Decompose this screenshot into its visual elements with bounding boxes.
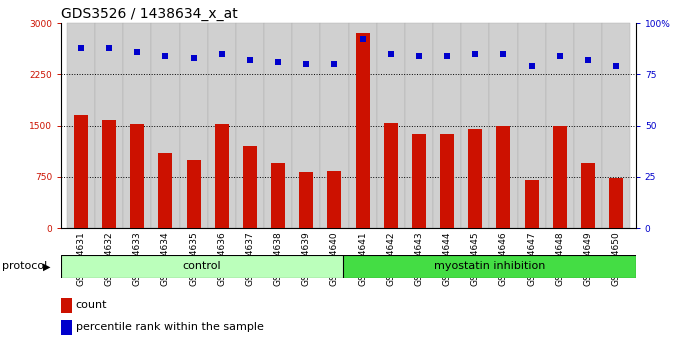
Bar [327,171,341,228]
Point [329,61,340,67]
Bar [74,115,88,228]
Bar [574,23,602,228]
Point [245,57,256,63]
Point [470,51,481,57]
Bar [215,124,228,228]
Bar [61,298,71,313]
Point [386,51,396,57]
Bar [356,33,370,228]
Bar [123,23,152,228]
Text: count: count [75,300,107,310]
Point [611,63,622,69]
Point [583,57,594,63]
Bar [264,23,292,228]
Bar [545,23,574,228]
Bar [524,181,539,228]
Bar [292,23,320,228]
Point [188,55,199,61]
Bar [433,23,461,228]
Bar [299,172,313,228]
Point [132,49,143,55]
Text: protocol: protocol [2,261,48,272]
Bar [602,23,630,228]
Bar [440,134,454,228]
Point [75,45,86,51]
Point [357,36,368,42]
Bar [412,134,426,228]
Point [413,53,424,59]
Text: GDS3526 / 1438634_x_at: GDS3526 / 1438634_x_at [61,7,238,21]
Point [554,53,565,59]
Bar [343,255,636,278]
Bar [496,126,511,228]
Bar [236,23,264,228]
Bar [61,255,343,278]
Text: percentile rank within the sample: percentile rank within the sample [75,322,263,332]
Bar [152,23,180,228]
Point [301,61,311,67]
Bar [469,129,482,228]
Bar [517,23,545,228]
Point [526,63,537,69]
Bar [207,23,236,228]
Point [498,51,509,57]
Bar [609,178,623,228]
Bar [130,124,144,228]
Bar [384,123,398,228]
Bar [243,146,257,228]
Text: control: control [183,261,222,272]
Bar [490,23,517,228]
Bar [158,153,173,228]
Text: myostatin inhibition: myostatin inhibition [434,261,545,272]
Bar [377,23,405,228]
Point [103,45,114,51]
Point [216,51,227,57]
Text: ▶: ▶ [43,261,50,272]
Bar [348,23,377,228]
Bar [102,120,116,228]
Bar [271,163,285,228]
Bar [553,126,567,228]
Point [160,53,171,59]
Bar [405,23,433,228]
Point [273,59,284,65]
Point [441,53,452,59]
Bar [581,163,595,228]
Bar [186,160,201,228]
Bar [61,320,71,335]
Bar [180,23,207,228]
Bar [67,23,95,228]
Bar [320,23,348,228]
Bar [95,23,123,228]
Bar [461,23,490,228]
